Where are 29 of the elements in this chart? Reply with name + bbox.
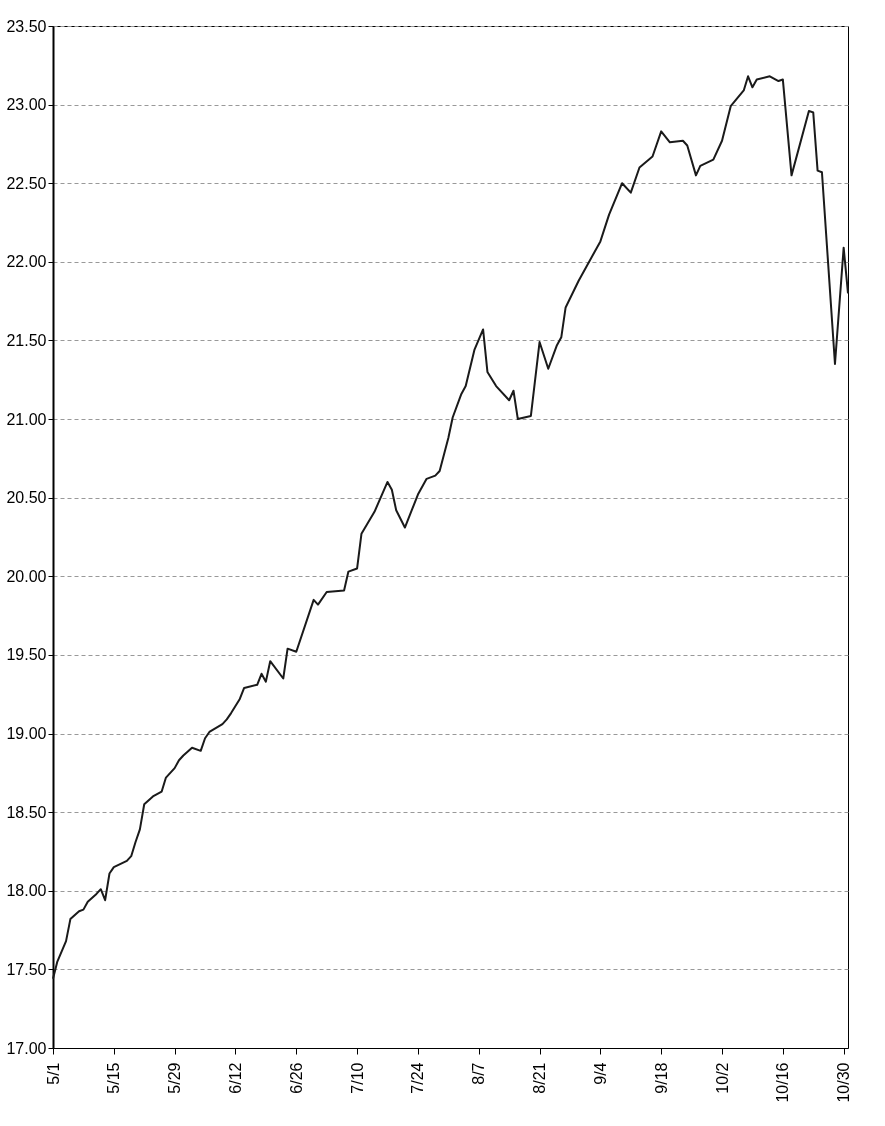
x-tick-label: 10/2: [713, 1062, 731, 1094]
y-tick-label: 20.00: [6, 567, 47, 585]
y-tick-label: 19.00: [6, 725, 47, 743]
x-tick-label: 10/30: [835, 1062, 853, 1103]
y-tick-label: 23.50: [6, 17, 47, 35]
x-tick-label: 8/7: [470, 1062, 488, 1085]
y-tick-label: 21.50: [6, 331, 47, 349]
x-tick-label: 9/18: [652, 1062, 670, 1094]
x-tick-label: 5/29: [166, 1062, 184, 1094]
x-tick-label: 7/10: [348, 1062, 366, 1094]
x-tick-label: 5/1: [44, 1062, 62, 1085]
y-tick-label: 18.00: [6, 882, 47, 900]
x-tick-label: 9/4: [591, 1062, 609, 1085]
y-tick-label: 17.50: [6, 960, 47, 978]
x-tick-label: 6/12: [226, 1062, 244, 1094]
y-tick-label: 19.50: [6, 646, 47, 664]
y-tick-label: 20.50: [6, 489, 47, 507]
y-tick-label: 23.00: [6, 96, 47, 114]
y-tick-label: 18.50: [6, 803, 47, 821]
y-tick-label: 22.00: [6, 253, 47, 271]
x-tick-label: 10/16: [774, 1062, 792, 1103]
x-tick-label: 7/24: [409, 1062, 427, 1094]
line-series: [52, 75, 849, 980]
y-tick-label: 17.00: [6, 1039, 47, 1057]
y-tick-label: 21.00: [6, 410, 47, 428]
x-tick-label: 8/21: [531, 1062, 549, 1094]
y-tick-label: 22.50: [6, 174, 47, 192]
x-tick-label: 6/26: [287, 1062, 305, 1094]
x-tick-label: 5/15: [105, 1062, 123, 1094]
